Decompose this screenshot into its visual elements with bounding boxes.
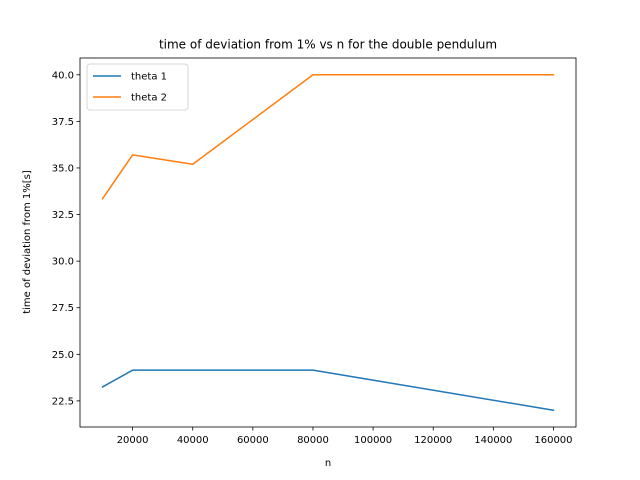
y-tick-label: 22.5 <box>52 396 74 407</box>
legend: theta 1 theta 2 <box>86 63 189 111</box>
y-axis-label: time of deviation from 1%[s] <box>22 170 33 314</box>
x-tick-label: 100000 <box>354 435 392 446</box>
x-tick-label: 20000 <box>117 435 149 446</box>
y-tick-label: 32.5 <box>52 210 74 221</box>
y-tick-label: 25.0 <box>52 350 74 361</box>
x-tick-label: 40000 <box>177 435 209 446</box>
series-line-1 <box>101 369 555 412</box>
x-tick-label: 60000 <box>237 435 269 446</box>
plot-area: 20000 40000 60000 80000 100000 120000 140000 16… <box>52 57 577 446</box>
x-tick-label: 160000 <box>534 435 572 446</box>
x-axis-label: n <box>325 458 331 469</box>
x-tick-label: 80000 <box>297 435 329 446</box>
x-tick-label: 120000 <box>414 435 452 446</box>
legend-label: theta 1 <box>131 72 167 83</box>
axes-frame <box>79 57 577 428</box>
y-tick-label: 37.5 <box>52 117 74 128</box>
y-tick-label: 27.5 <box>52 303 74 314</box>
series-line-2 <box>101 74 555 200</box>
y-tick-label: 35.0 <box>52 163 74 174</box>
x-tick-label: 140000 <box>474 435 512 446</box>
y-tick-label: 30.0 <box>52 257 74 268</box>
legend-label: theta 2 <box>131 93 167 104</box>
y-tick-label: 40.0 <box>52 70 74 81</box>
chart-title: time of deviation from 1% vs n for the d… <box>159 38 497 52</box>
